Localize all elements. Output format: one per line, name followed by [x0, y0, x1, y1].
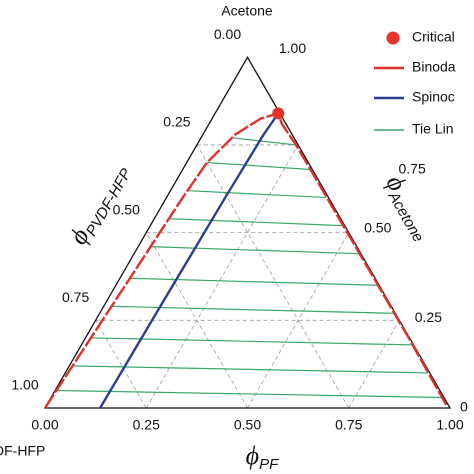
legend-label: Spinoc — [412, 89, 455, 105]
right-tick-label: 0.50 — [364, 219, 391, 235]
axis-name: Acetone — [384, 188, 427, 245]
tie-line — [56, 389, 442, 399]
bottom-tick-label: 0.50 — [234, 417, 261, 433]
right-tick-label: 0.75 — [399, 161, 426, 177]
bottom-tick-label: 1.00 — [436, 417, 463, 433]
legend-label: Tie Lin — [412, 121, 454, 137]
left-tick-label: 0.00 — [214, 26, 241, 42]
bottom-tick-label: 0.25 — [133, 417, 160, 433]
tie-line — [128, 277, 378, 286]
critical-point — [272, 107, 285, 120]
right-tick-label: 0 — [460, 399, 468, 415]
tie-line — [167, 218, 343, 227]
corner-label: DF-HFP — [0, 443, 45, 459]
tie-line — [89, 337, 412, 346]
top-label: Acetone — [221, 3, 273, 19]
grid-line — [145, 232, 248, 409]
tie-line — [233, 137, 297, 146]
right-tick-label: 0.25 — [415, 309, 442, 325]
bottom-tick-label: 0.00 — [31, 417, 58, 433]
grid-line — [145, 144, 299, 409]
legend-label: Binoda — [412, 59, 456, 75]
tie-line — [206, 161, 311, 171]
tie-line — [72, 365, 428, 374]
tie-line — [149, 246, 359, 255]
left-tick-label: 0.25 — [163, 114, 190, 130]
tie-line — [186, 189, 327, 199]
axis-name: PF — [259, 456, 279, 473]
spinodal-line — [99, 112, 280, 409]
right-tick-label: 1.00 — [279, 40, 306, 56]
triangle-frame — [43, 55, 452, 409]
legend-label: Critical — [412, 29, 455, 45]
left-tick-label: 0.75 — [62, 289, 89, 305]
tie-line — [110, 305, 394, 314]
bottom-axis-title: ϕPF — [246, 441, 279, 473]
grid-line — [95, 320, 147, 409]
axis-symbol: ϕ — [246, 441, 259, 470]
left-tick-label: 1.00 — [11, 377, 38, 393]
left-tick-label: 0.50 — [113, 201, 140, 217]
grid-line — [348, 320, 400, 409]
bottom-tick-label: 0.75 — [335, 417, 362, 433]
grid-line — [196, 144, 350, 409]
legend-marker — [386, 31, 400, 45]
binodal-line — [43, 111, 449, 409]
